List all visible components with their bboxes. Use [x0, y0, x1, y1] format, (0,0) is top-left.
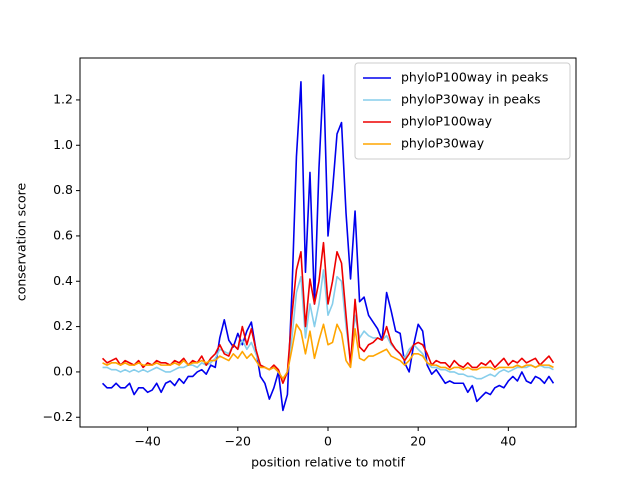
series-line: [101, 241, 555, 385]
legend-box: [354, 62, 571, 160]
y-tick-label: −0.2: [43, 409, 73, 424]
x-tick-label: −20: [225, 434, 251, 449]
x-axis-label: position relative to motif: [251, 455, 405, 470]
y-tick-label: 1.0: [53, 137, 73, 152]
x-tick-label: 20: [410, 434, 426, 449]
y-tick-label: 0.4: [53, 273, 73, 288]
legend-label: phyloP100way: [401, 114, 493, 129]
legend-label: phyloP100way in peaks: [401, 70, 548, 85]
y-tick-label: 0.0: [53, 363, 73, 378]
x-tick-label: 40: [500, 434, 516, 449]
series-line: [101, 74, 555, 412]
x-tick-label: 0: [324, 434, 332, 449]
series-line: [102, 269, 554, 380]
x-tick-label: −40: [134, 434, 160, 449]
y-tick-label: 1.2: [53, 91, 73, 106]
y-axis-label: conservation score: [14, 183, 29, 302]
axes-frame: [79, 57, 577, 428]
series-line: [102, 323, 554, 380]
legend-label: phyloP30way: [401, 136, 485, 151]
y-tick-label: 0.6: [53, 227, 73, 242]
legend-label: phyloP30way in peaks: [401, 92, 540, 107]
y-tick-label: 0.2: [53, 318, 73, 333]
y-tick-label: 0.8: [53, 182, 73, 197]
